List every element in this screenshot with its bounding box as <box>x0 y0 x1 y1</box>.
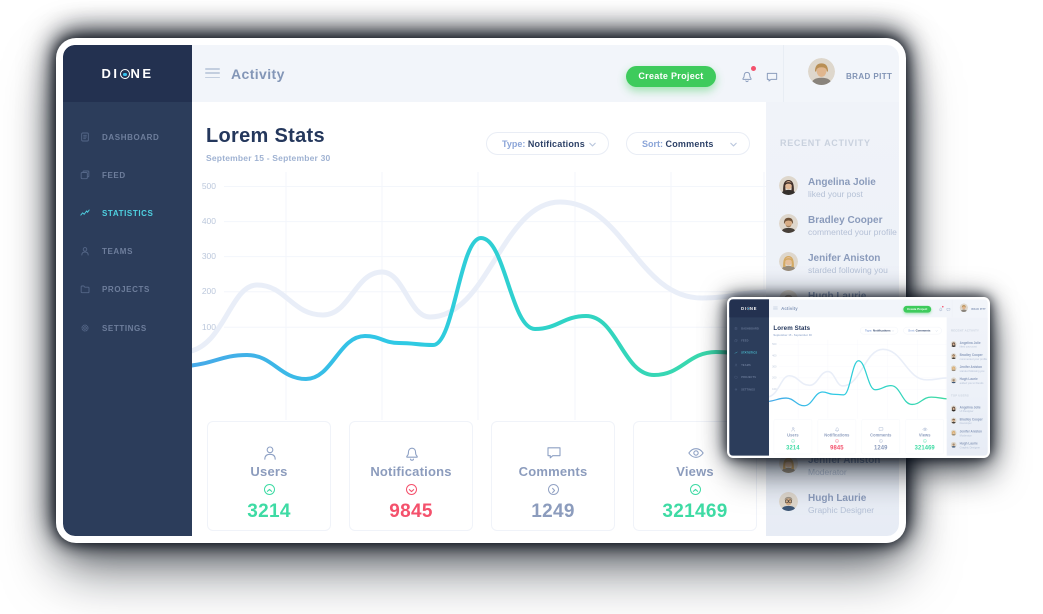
svg-text:300: 300 <box>772 364 777 368</box>
svg-text:500: 500 <box>772 342 777 346</box>
svg-text:400: 400 <box>772 353 777 357</box>
svg-text:500: 500 <box>202 181 216 191</box>
svg-text:400: 400 <box>202 216 216 226</box>
svg-text:100: 100 <box>202 322 216 332</box>
svg-text:200: 200 <box>202 286 216 296</box>
svg-text:100: 100 <box>772 387 777 391</box>
svg-text:200: 200 <box>772 376 777 380</box>
svg-text:300: 300 <box>202 251 216 261</box>
